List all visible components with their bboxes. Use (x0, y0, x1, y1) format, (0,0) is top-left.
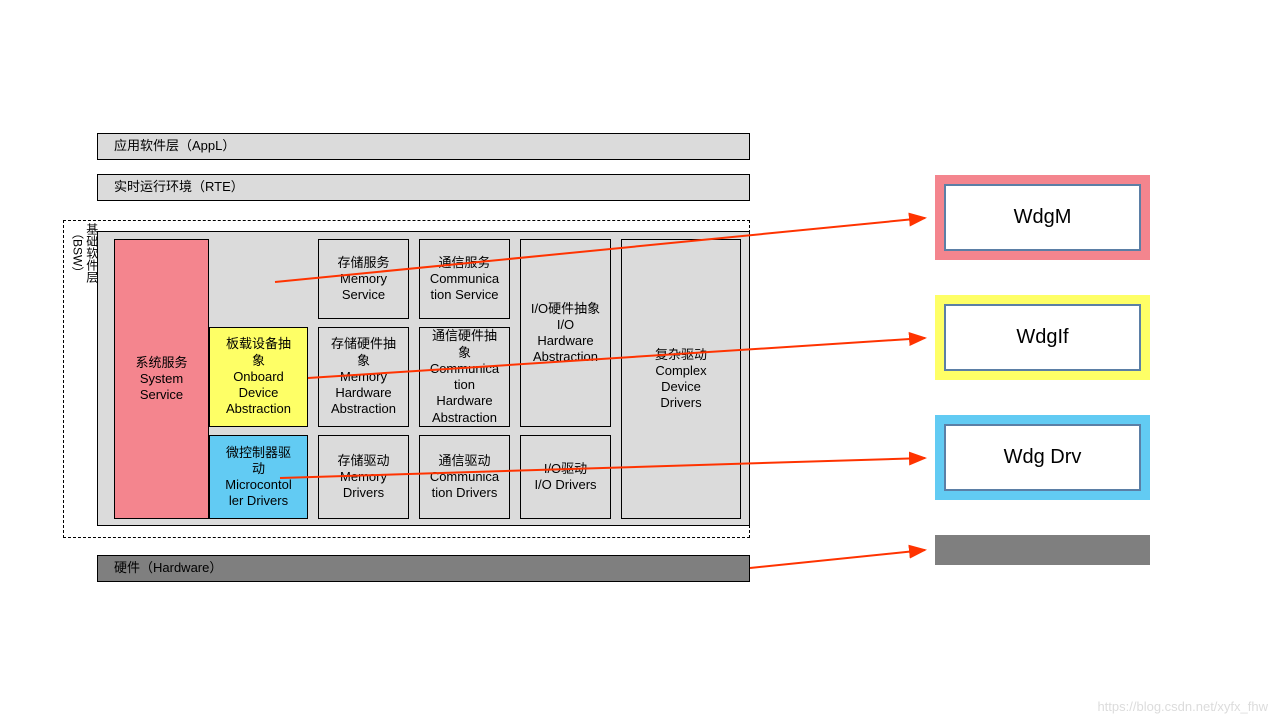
block-microcontroller-drivers: 微控制器驱 动 Microcontol ler Drivers (209, 435, 308, 519)
callout-wdgm: WdgM (935, 175, 1150, 260)
block-memory-drivers: 存储驱动 Memory Drivers (318, 435, 409, 519)
layer-appl: 应用软件层（AppL） (97, 133, 750, 160)
layer-rte: 实时运行环境（RTE） (97, 174, 750, 201)
block-complex-device-drivers: 复杂驱动 Complex Device Drivers (621, 239, 741, 519)
block-memory-hw-abstraction: 存储硬件抽 象 Memory Hardware Abstraction (318, 327, 409, 427)
block-system-service: 系统服务 System Service (114, 239, 209, 519)
block-onboard-device-abstraction: 板载设备抽 象 Onboard Device Abstraction (209, 327, 308, 427)
block-io-drivers: I/O驱动 I/O Drivers (520, 435, 611, 519)
block-io-hw-abstraction: I/O硬件抽象 I/O Hardware Abstraction (520, 239, 611, 427)
watermark-text: https://blog.csdn.net/xyfx_fhw (1097, 699, 1268, 714)
block-communication-drivers: 通信驱动 Communica tion Drivers (419, 435, 510, 519)
block-communication-hw-abstraction: 通信硬件抽 象 Communica tion Hardware Abstract… (419, 327, 510, 427)
callout-wdgif-label: WdgIf (944, 304, 1141, 371)
bsw-label: 基础软件层 （BSW） (70, 223, 99, 283)
callout-wdgm-label: WdgM (944, 184, 1141, 251)
block-memory-service: 存储服务 Memory Service (318, 239, 409, 319)
block-communication-service: 通信服务 Communica tion Service (419, 239, 510, 319)
callout-wdgdrv-label: Wdg Drv (944, 424, 1141, 491)
callout-wdgif: WdgIf (935, 295, 1150, 380)
callout-wdgdrv: Wdg Drv (935, 415, 1150, 500)
callout-hardware (935, 535, 1150, 565)
layer-hardware: 硬件（Hardware） (97, 555, 750, 582)
